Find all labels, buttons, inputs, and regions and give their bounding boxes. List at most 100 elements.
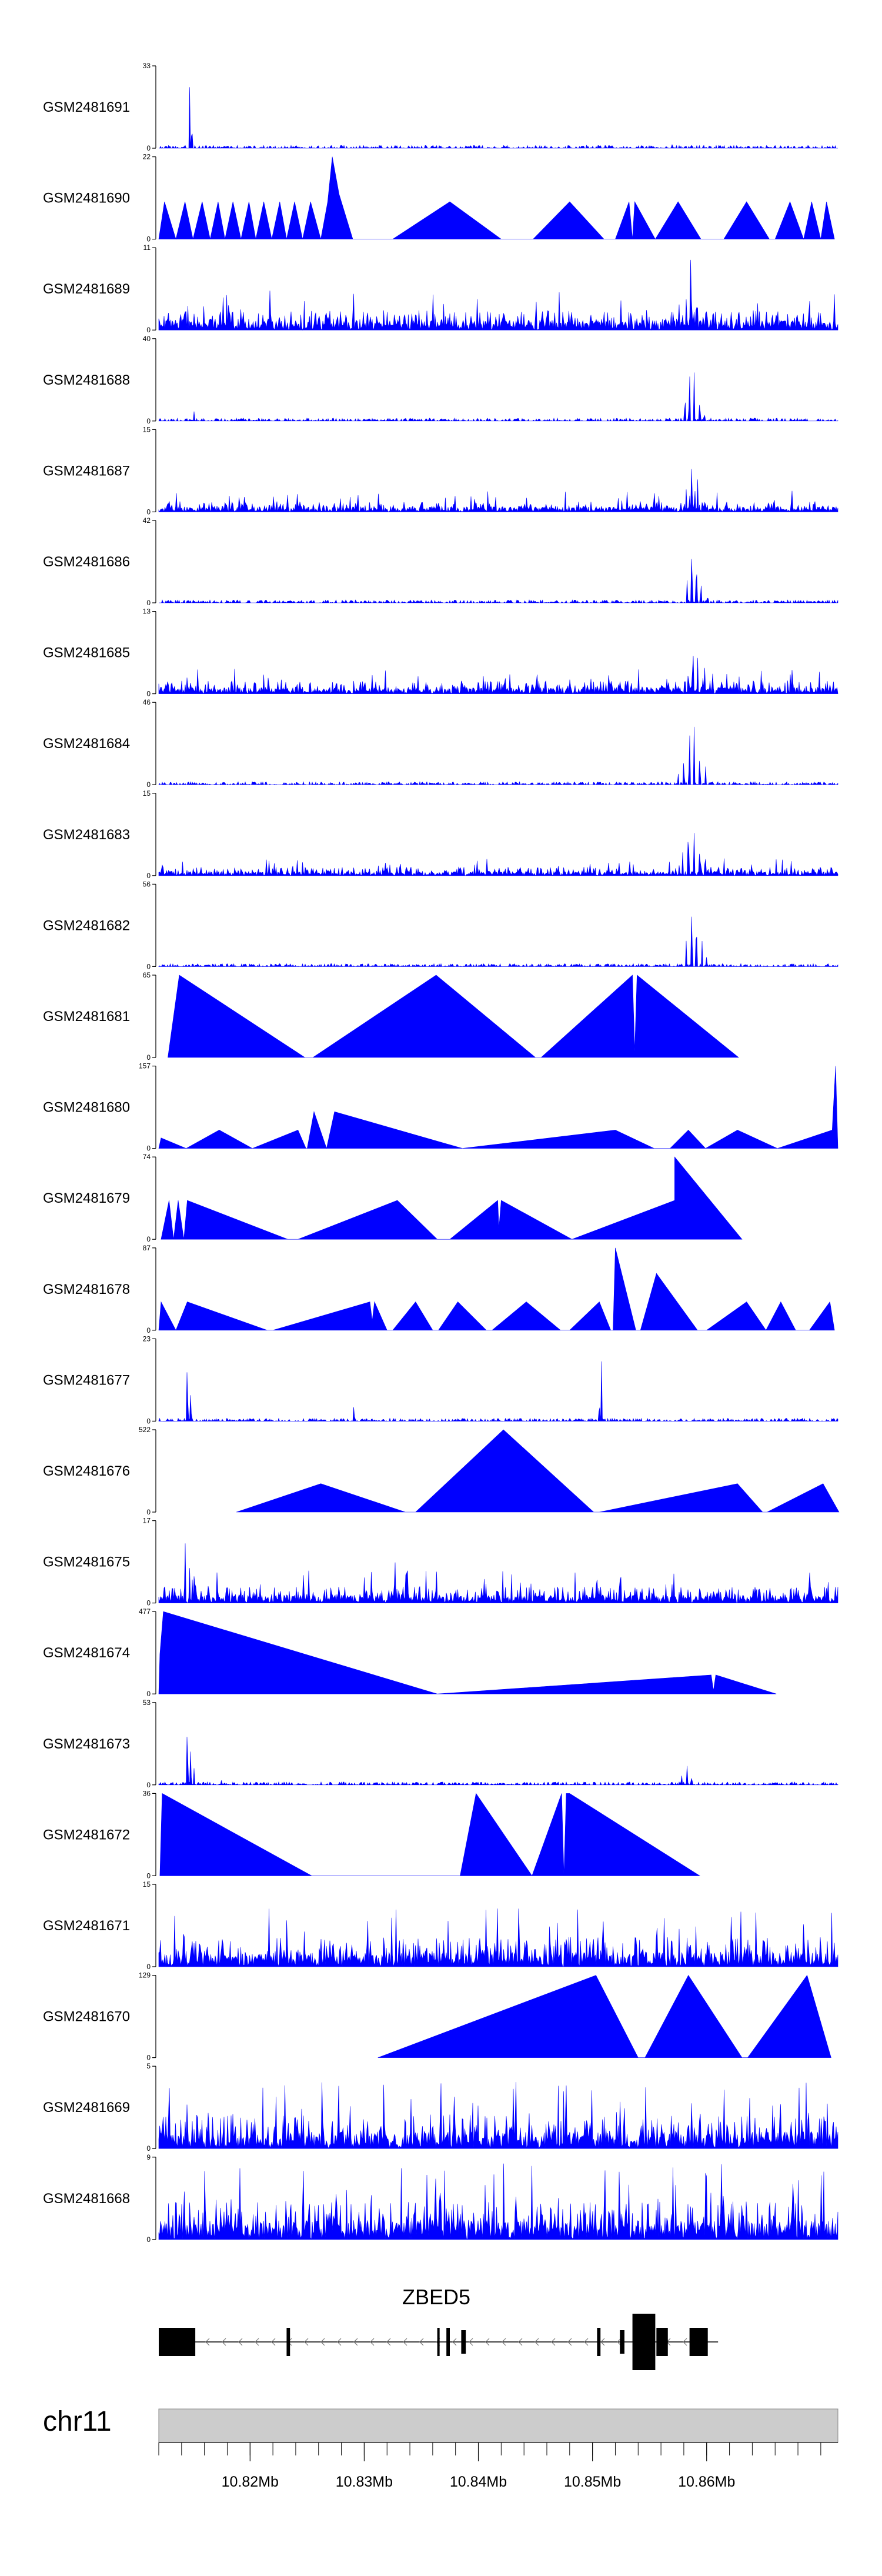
y-axis-min-label: 0 <box>146 1690 151 1698</box>
y-axis-max-label: 9 <box>146 2153 151 2161</box>
strand-arrow <box>683 2338 687 2346</box>
coordinate-tick-label: 10.82Mb <box>222 2474 279 2490</box>
track-label: GSM2481680 <box>43 1100 130 1116</box>
y-axis-min-label: 0 <box>146 508 151 516</box>
track-label: GSM2481677 <box>43 1372 130 1388</box>
y-axis-min-label: 0 <box>146 690 151 698</box>
strand-arrow <box>419 2338 424 2346</box>
strand-arrow <box>255 2338 259 2346</box>
gene-exon <box>656 2328 668 2356</box>
signal-area <box>158 1361 838 1422</box>
y-axis-max-label: 46 <box>143 698 151 706</box>
track-GSM2481680: GSM2481680 157 0 <box>43 1062 838 1153</box>
y-axis-min-label: 0 <box>146 1235 151 1243</box>
y-axis-min-label: 0 <box>146 326 151 334</box>
y-axis-min-label: 0 <box>146 1871 151 1880</box>
y-axis-max-label: 74 <box>143 1153 151 1161</box>
gene-exon <box>597 2328 601 2356</box>
track-label: GSM2481672 <box>43 1827 130 1843</box>
y-axis-max-label: 477 <box>139 1607 151 1616</box>
strand-arrow <box>205 2338 210 2346</box>
track-GSM2481678: GSM2481678 87 0 <box>43 1244 835 1334</box>
chromosome-axis: chr11 10.82Mb 10.83Mb 10.84Mb 10.85Mb 10.86M… <box>43 2406 838 2490</box>
track-GSM2481681: GSM2481681 65 0 <box>43 971 739 1062</box>
signal-area <box>158 156 835 240</box>
track-GSM2481672: GSM2481672 36 0 <box>43 1789 701 1880</box>
track-label: GSM2481669 <box>43 2100 130 2115</box>
y-axis-max-label: 33 <box>143 62 151 70</box>
y-axis-min-label: 0 <box>146 1417 151 1425</box>
track-GSM2481669: GSM2481669 5 0 <box>43 2062 838 2153</box>
strand-arrow <box>617 2338 622 2346</box>
track-label: GSM2481681 <box>43 1009 130 1025</box>
signal-area <box>161 1156 743 1240</box>
strand-arrow <box>337 2338 342 2346</box>
y-axis-min-label: 0 <box>146 1053 151 1062</box>
y-axis-max-label: 157 <box>139 1062 151 1070</box>
track-GSM2481676: GSM2481676 522 0 <box>43 1426 840 1516</box>
track-GSM2481688: GSM2481688 40 0 <box>43 335 838 425</box>
track-label: GSM2481668 <box>43 2191 130 2207</box>
signal-area <box>168 975 739 1058</box>
chromosome-label: chr11 <box>43 2406 112 2437</box>
y-axis-min-label: 0 <box>146 1599 151 1607</box>
track-GSM2481668: GSM2481668 9 0 <box>43 2153 838 2244</box>
gene-label: ZBED5 <box>402 2285 470 2309</box>
y-axis-min-label: 0 <box>146 2235 151 2244</box>
y-axis-min-label: 0 <box>146 780 151 789</box>
y-axis-min-label: 0 <box>146 417 151 425</box>
track-GSM2481670: GSM2481670 129 0 <box>43 1971 831 2062</box>
y-axis-min-label: 0 <box>146 1508 151 1516</box>
track-label: GSM2481675 <box>43 1554 130 1570</box>
track-label: GSM2481678 <box>43 1282 130 1297</box>
strand-arrow <box>403 2338 407 2346</box>
strand-arrow <box>370 2338 375 2346</box>
strand-arrow <box>584 2338 589 2346</box>
gene-exon <box>437 2328 440 2356</box>
y-axis-min-label: 0 <box>146 872 151 880</box>
track-label: GSM2481690 <box>43 191 130 206</box>
signal-area <box>158 2163 838 2240</box>
y-axis-max-label: 522 <box>139 1426 151 1434</box>
y-axis-max-label: 129 <box>139 1971 151 1980</box>
y-axis-max-label: 56 <box>143 880 151 888</box>
strand-arrow <box>485 2338 490 2346</box>
strand-arrow <box>238 2338 243 2346</box>
signal-area <box>159 1793 701 1877</box>
signal-area <box>158 2082 838 2150</box>
signal-area <box>158 833 838 876</box>
y-axis-max-label: 22 <box>143 153 151 161</box>
y-axis-max-label: 40 <box>143 335 151 343</box>
track-label: GSM2481688 <box>43 372 130 388</box>
track-label: GSM2481685 <box>43 645 130 661</box>
y-axis-min-label: 0 <box>146 1781 151 1789</box>
strand-arrow <box>502 2338 506 2346</box>
signal-area <box>158 469 838 513</box>
strand-arrow <box>353 2338 358 2346</box>
track-label: GSM2481683 <box>43 827 130 843</box>
track-label: GSM2481676 <box>43 1463 130 1479</box>
track-label: GSM2481686 <box>43 554 130 570</box>
y-axis-min-label: 0 <box>146 235 151 243</box>
track-label: GSM2481689 <box>43 281 130 297</box>
strand-arrow <box>452 2338 457 2346</box>
track-label: GSM2481687 <box>43 463 130 479</box>
strand-arrow <box>222 2338 226 2346</box>
track-GSM2481685: GSM2481685 13 0 <box>43 608 838 698</box>
strand-arrow <box>518 2338 523 2346</box>
signal-area <box>158 726 838 786</box>
y-axis-max-label: 87 <box>143 1244 151 1252</box>
y-axis-max-label: 17 <box>143 1517 151 1525</box>
y-axis-max-label: 65 <box>143 971 151 979</box>
track-GSM2481673: GSM2481673 53 0 <box>43 1699 838 1789</box>
track-GSM2481674: GSM2481674 477 0 <box>43 1607 777 1698</box>
y-axis-min-label: 0 <box>146 2144 151 2153</box>
y-axis-min-label: 0 <box>146 1144 151 1153</box>
strand-arrow <box>386 2338 391 2346</box>
track-label: GSM2481691 <box>43 99 130 115</box>
y-axis-min-label: 0 <box>146 2054 151 2062</box>
y-axis-max-label: 13 <box>143 608 151 616</box>
strand-arrow <box>551 2338 556 2346</box>
signal-area <box>158 1737 838 1786</box>
